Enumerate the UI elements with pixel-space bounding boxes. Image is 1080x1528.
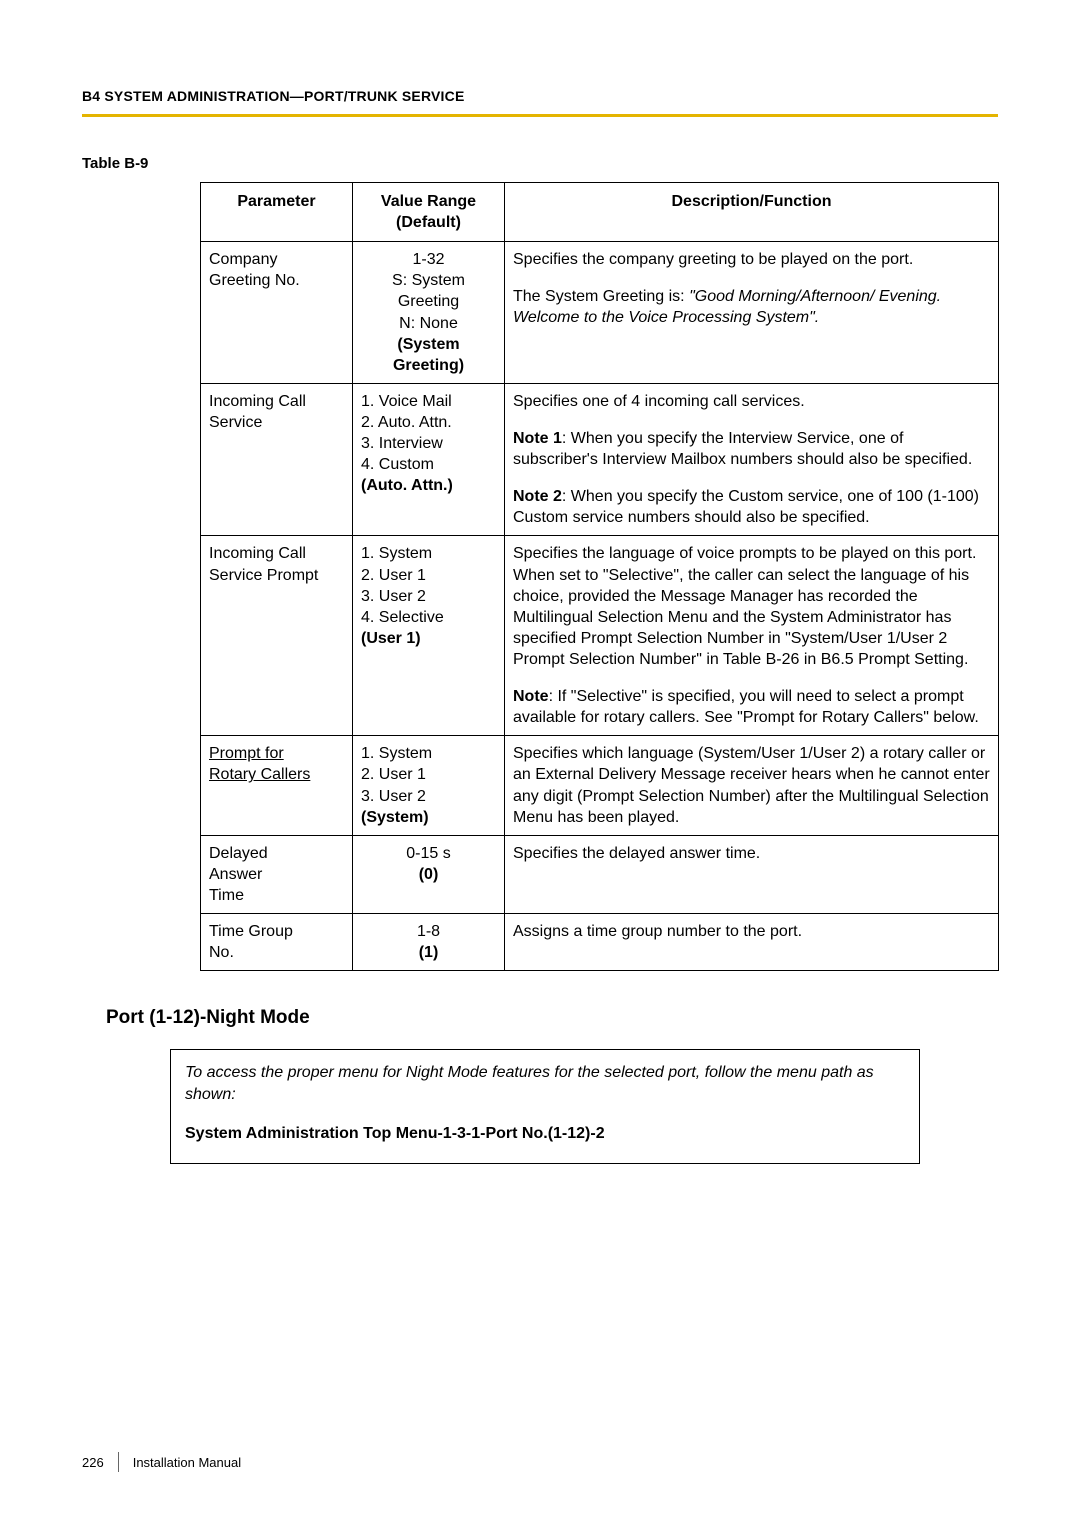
note-label: Note 2 <box>513 488 562 505</box>
cell-desc: Specifies the language of voice prompts … <box>505 536 999 736</box>
text: 2. User 1 <box>361 766 426 783</box>
desc-paragraph: Assigns a time group number to the port. <box>513 921 990 942</box>
cell-value: 1. System 2. User 1 3. User 2 (System) <box>353 736 505 835</box>
col-value-range-l1: Value Range <box>381 193 476 210</box>
cell-value: 1-8 (1) <box>353 914 505 971</box>
table-header-row: Parameter Value Range (Default) Descript… <box>201 183 999 242</box>
text: No. <box>209 944 234 961</box>
text: : When you specify the Custom service, o… <box>513 488 979 526</box>
table-row: Time Group No. 1-8 (1) Assigns a time gr… <box>201 914 999 971</box>
table-caption: Table B-9 <box>82 155 998 172</box>
cell-value: 1. System 2. User 1 3. User 2 4. Selecti… <box>353 536 505 736</box>
desc-paragraph: Note 1: When you specify the Interview S… <box>513 428 990 470</box>
cell-param: Incoming Call Service Prompt <box>201 536 353 736</box>
table-row: Delayed Answer Time 0-15 s (0) Specifies… <box>201 835 999 913</box>
text: 1-8 <box>417 923 440 940</box>
note-label: Note 1 <box>513 430 562 447</box>
text: Company <box>209 251 277 268</box>
cell-value: 1. Voice Mail 2. Auto. Attn. 3. Intervie… <box>353 383 505 536</box>
col-value-range: Value Range (Default) <box>353 183 505 242</box>
text: : If "Selective" is specified, you will … <box>513 688 979 726</box>
text: S: System <box>392 272 465 289</box>
text: 2. Auto. Attn. <box>361 414 452 431</box>
table-row: Prompt for Rotary Callers 1. System 2. U… <box>201 736 999 835</box>
text: (User 1) <box>361 630 421 647</box>
table-row: Incoming Call Service 1. Voice Mail 2. A… <box>201 383 999 536</box>
text: 1. Voice Mail <box>361 393 452 410</box>
text: Greeting) <box>393 357 464 374</box>
desc-paragraph: Note: If "Selective" is specified, you w… <box>513 686 990 728</box>
cell-desc: Specifies the delayed answer time. <box>505 835 999 913</box>
text: Answer <box>209 866 262 883</box>
cell-param: Time Group No. <box>201 914 353 971</box>
text: Service <box>209 414 262 431</box>
text: 4. Selective <box>361 609 444 626</box>
text: (System <box>397 336 459 353</box>
text: : When you specify the Interview Service… <box>513 430 972 468</box>
text-underline: Prompt for <box>209 745 284 762</box>
text: N: None <box>399 315 458 332</box>
col-description: Description/Function <box>505 183 999 242</box>
text: Service Prompt <box>209 567 318 584</box>
desc-paragraph: Note 2: When you specify the Custom serv… <box>513 486 990 528</box>
text: Time <box>209 887 244 904</box>
text: 3. Interview <box>361 435 443 452</box>
text: (1) <box>419 944 439 961</box>
menu-path-box: To access the proper menu for Night Mode… <box>170 1049 920 1164</box>
cell-desc: Specifies one of 4 incoming call service… <box>505 383 999 536</box>
text: The System Greeting is: <box>513 288 689 305</box>
cell-value: 0-15 s (0) <box>353 835 505 913</box>
col-value-range-l2: (Default) <box>396 214 461 231</box>
cell-desc: Specifies the company greeting to be pla… <box>505 242 999 384</box>
section-heading: Port (1-12)-Night Mode <box>106 1007 998 1029</box>
desc-paragraph: Specifies which language (System/User 1/… <box>513 743 990 827</box>
parameters-table: Parameter Value Range (Default) Descript… <box>200 182 999 971</box>
page-number: 226 <box>82 1455 104 1470</box>
text: 0-15 s <box>406 845 450 862</box>
cell-desc: Assigns a time group number to the port. <box>505 914 999 971</box>
note-label: Note <box>513 688 549 705</box>
cell-param: Incoming Call Service <box>201 383 353 536</box>
text: Greeting No. <box>209 272 300 289</box>
text: Delayed <box>209 845 268 862</box>
page-footer: 226 Installation Manual <box>82 1452 241 1472</box>
text: Incoming Call <box>209 545 306 562</box>
text: 2. User 1 <box>361 567 426 584</box>
note-bold-line: System Administration Top Menu-1-3-1-Por… <box>185 1123 905 1145</box>
text: (System) <box>361 809 429 826</box>
desc-paragraph: The System Greeting is: "Good Morning/Af… <box>513 286 990 328</box>
cell-value: 1-32 S: System Greeting N: None (System … <box>353 242 505 384</box>
cell-param: Delayed Answer Time <box>201 835 353 913</box>
header-rule <box>82 114 998 117</box>
col-parameter: Parameter <box>201 183 353 242</box>
table-row: Company Greeting No. 1-32 S: System Gree… <box>201 242 999 384</box>
text: Time Group <box>209 923 293 940</box>
desc-paragraph: Specifies the language of voice prompts … <box>513 543 990 670</box>
text: 4. Custom <box>361 456 434 473</box>
table-row: Incoming Call Service Prompt 1. System 2… <box>201 536 999 736</box>
page-header: B4 SYSTEM ADMINISTRATION—PORT/TRUNK SERV… <box>82 88 998 104</box>
desc-paragraph: Specifies the delayed answer time. <box>513 843 990 864</box>
text-underline: Rotary Callers <box>209 766 310 783</box>
note-italic-line: To access the proper menu for Night Mode… <box>185 1062 905 1105</box>
cell-param: Prompt for Rotary Callers <box>201 736 353 835</box>
text: (Auto. Attn.) <box>361 477 453 494</box>
footer-divider <box>118 1452 119 1472</box>
text: 1-32 <box>412 251 444 268</box>
text: 3. User 2 <box>361 788 426 805</box>
cell-desc: Specifies which language (System/User 1/… <box>505 736 999 835</box>
footer-label: Installation Manual <box>133 1455 241 1470</box>
cell-param: Company Greeting No. <box>201 242 353 384</box>
text: (0) <box>419 866 439 883</box>
desc-paragraph: Specifies the company greeting to be pla… <box>513 249 990 270</box>
text: Incoming Call <box>209 393 306 410</box>
text: 1. System <box>361 545 432 562</box>
desc-paragraph: Specifies one of 4 incoming call service… <box>513 391 990 412</box>
text: 3. User 2 <box>361 588 426 605</box>
text: Greeting <box>398 293 459 310</box>
text: 1. System <box>361 745 432 762</box>
